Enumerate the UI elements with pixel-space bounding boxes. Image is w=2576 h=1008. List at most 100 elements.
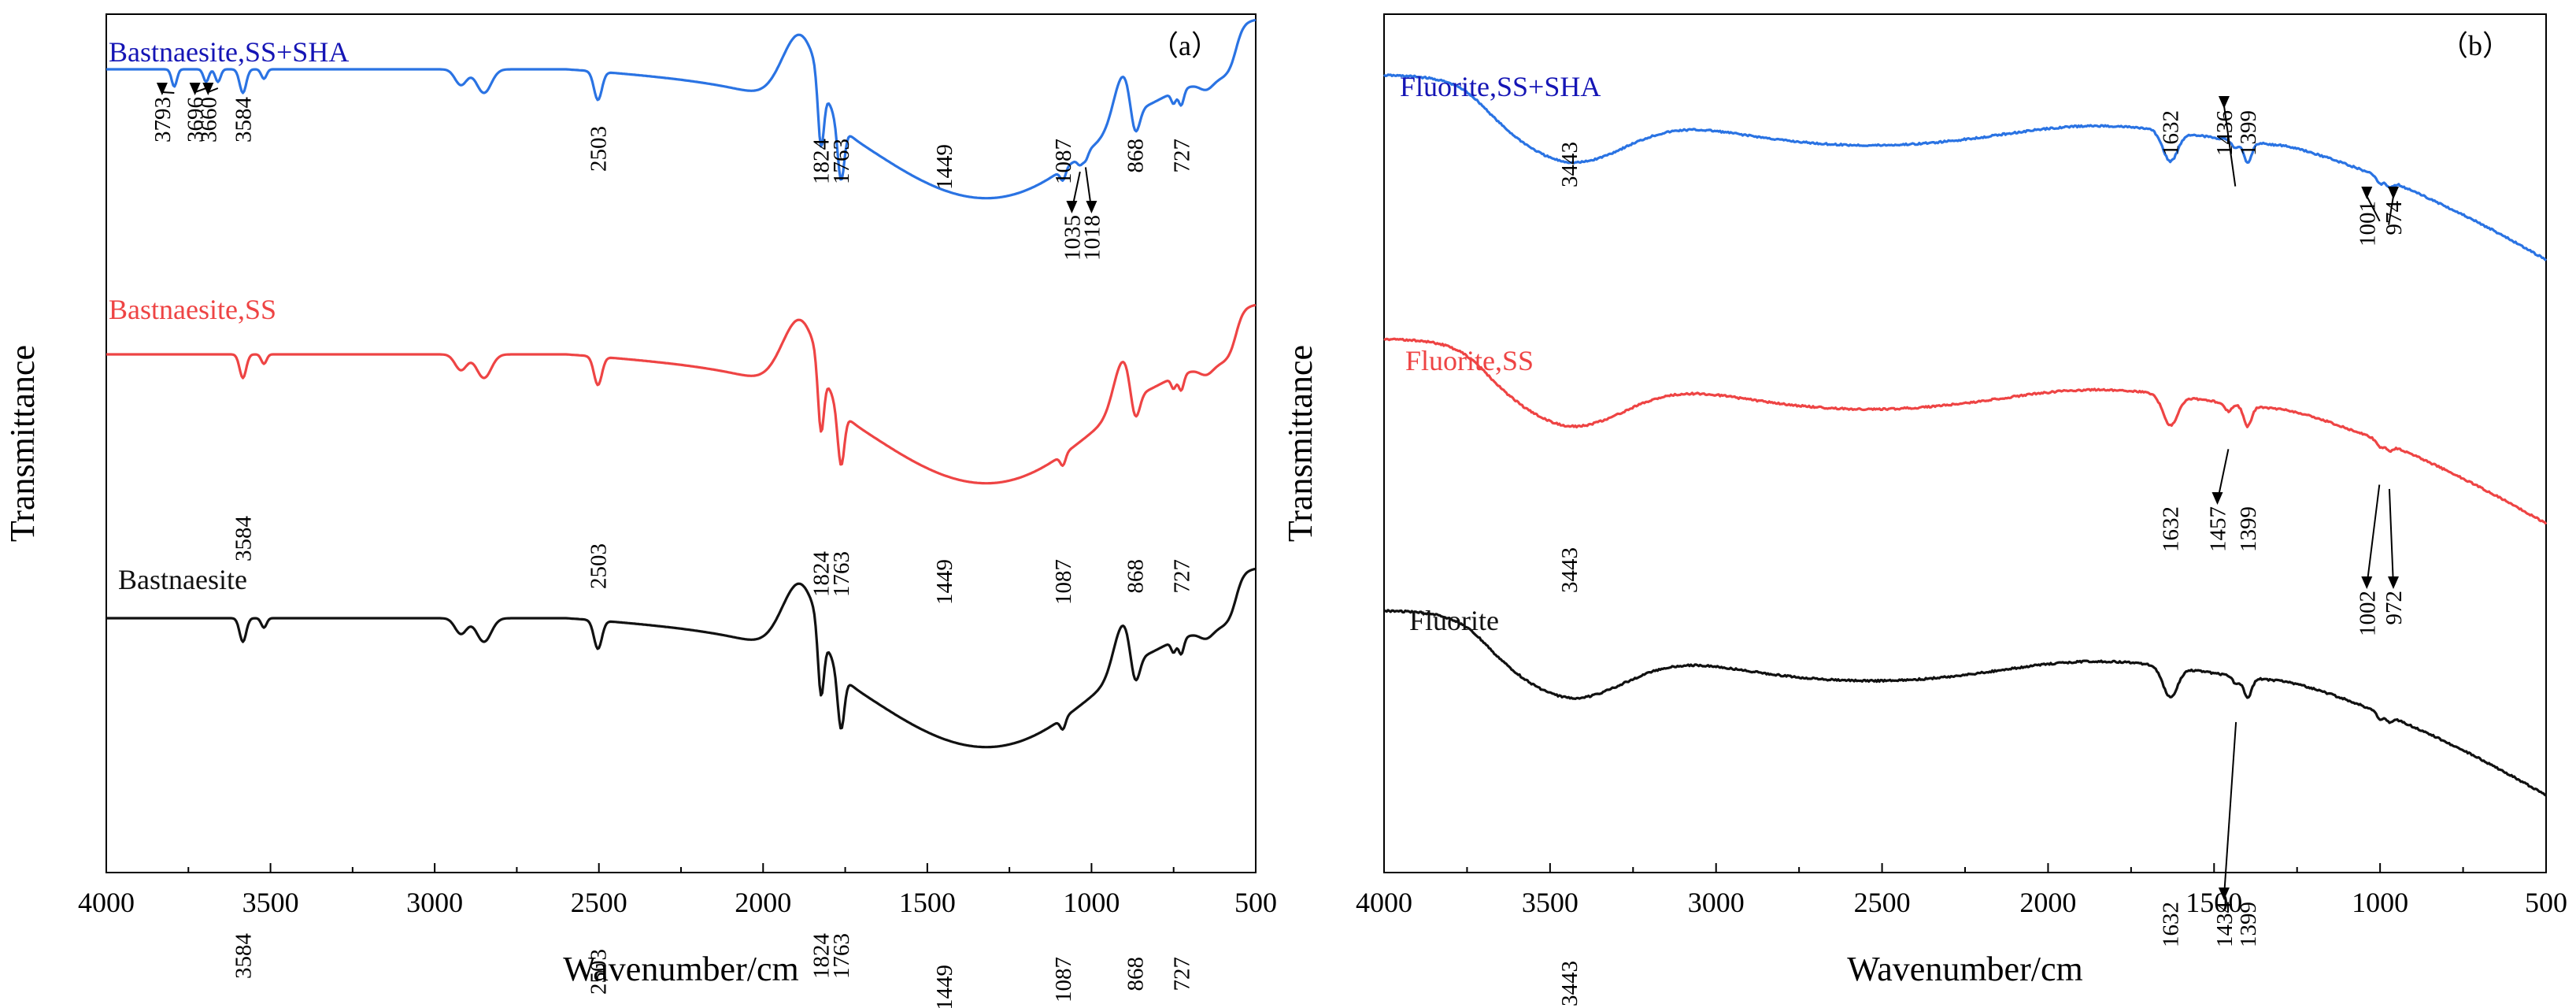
- peak-arrow-head: [1086, 201, 1097, 213]
- peak-arrow-head: [2361, 576, 2373, 589]
- peak-label: 1035: [1060, 215, 1085, 261]
- peak-label: 1449: [932, 965, 957, 1008]
- x-tick-label: 3500: [242, 887, 299, 918]
- x-tick-label: 3000: [1688, 887, 1745, 918]
- spectrum-line: [106, 18, 1257, 200]
- peak-label: 1763: [829, 139, 854, 184]
- peak-label: 3584: [231, 97, 257, 143]
- peak-label: 1632: [2159, 902, 2184, 947]
- peak-label: 1002: [2355, 591, 2380, 636]
- peak-label: 1632: [2159, 110, 2184, 156]
- x-tick-label: 4000: [1356, 887, 1412, 918]
- peak-label: 727: [1169, 139, 1194, 173]
- peak-arrow-head: [189, 83, 201, 95]
- peak-arrow-head: [202, 83, 214, 95]
- panel-label: （b）: [2440, 30, 2511, 61]
- spectrum-line: [1383, 609, 2547, 797]
- peak-label: 1087: [1051, 957, 1076, 1002]
- peak-arrow-head: [156, 83, 168, 95]
- peak-label: 3793: [150, 97, 176, 143]
- peak-arrow-head: [2388, 576, 2400, 589]
- peak-label: 1763: [829, 933, 854, 979]
- peak-label: 3443: [1557, 142, 1582, 187]
- x-tick-label: 3000: [406, 887, 463, 918]
- peak-label: 1434: [2212, 902, 2237, 948]
- x-tick-label: 3500: [1522, 887, 1579, 918]
- x-tick-label: 500: [1234, 887, 1277, 918]
- peak-label: 1399: [2236, 110, 2261, 156]
- x-tick-label: 2000: [735, 887, 791, 918]
- peak-label: 1632: [2159, 506, 2184, 552]
- peak-arrow-line: [2388, 195, 2394, 225]
- peak-label: 727: [1169, 559, 1194, 594]
- series-label: Bastnaesite,SS: [109, 294, 276, 325]
- peak-label: 868: [1123, 139, 1148, 173]
- panel-a: 4000 3500 3000 2500 2000 1500 1000 500 Wavenumbe…: [3, 13, 1277, 1008]
- peak-arrow-line: [2223, 721, 2237, 898]
- y-axis-label: Transmittance: [1281, 345, 1319, 542]
- peak-arrow-head: [2218, 888, 2230, 900]
- peak-label: 1399: [2236, 506, 2261, 552]
- peak-label: 3696: [183, 97, 209, 143]
- peak-arrow-line: [2366, 484, 2381, 587]
- peak-label: 1449: [932, 144, 957, 190]
- x-tick-label: 1000: [2352, 887, 2408, 918]
- peak-label: 1824: [809, 139, 835, 185]
- peak-label: 1449: [932, 559, 957, 605]
- x-tick-label: 1500: [899, 887, 956, 918]
- peak-arrow-line: [194, 87, 207, 93]
- peak-label: 2503: [586, 949, 611, 995]
- peak-label: 3584: [231, 516, 257, 562]
- peak-label: 2503: [586, 126, 611, 172]
- peak-label: 3660: [196, 97, 221, 143]
- peak-label: 3443: [1557, 961, 1582, 1006]
- peak-label: 1399: [2236, 902, 2261, 947]
- peak-label: 868: [1123, 559, 1148, 594]
- peak-label: 1436: [2212, 110, 2237, 156]
- x-tick-label: 500: [2525, 887, 2567, 918]
- x-axis-label: Wavenumber/cm: [563, 950, 798, 988]
- series-label: Bastnaesite,SS+SHA: [109, 36, 349, 68]
- peak-arrow-head: [2218, 96, 2230, 109]
- peak-arrow-head: [1066, 201, 1078, 213]
- peak-arrow-line: [2223, 105, 2237, 187]
- series-label: Fluorite,SS: [1405, 345, 1534, 376]
- peak-label: 972: [2382, 591, 2407, 625]
- series-label: Fluorite: [1409, 605, 1499, 636]
- series-label: Bastnaesite: [118, 564, 247, 595]
- peak-label: 1018: [1079, 215, 1105, 261]
- peak-label: 1824: [809, 551, 835, 598]
- x-tick-label: 1500: [2186, 887, 2242, 918]
- panel-b: 4000 3500 3000 2500 2000 1500 1000 500 Wavenumbe…: [1281, 13, 2567, 1006]
- peak-label: 1763: [829, 551, 854, 597]
- peak-arrow-line: [2388, 488, 2395, 587]
- x-tick-label: 1000: [1063, 887, 1120, 918]
- spectrum-line: [1382, 73, 2548, 261]
- peak-label: 2503: [586, 543, 611, 589]
- peak-label: 3584: [231, 933, 257, 980]
- peak-label: 868: [1123, 957, 1148, 991]
- plot-frame: [105, 13, 1257, 873]
- peak-label: 1001: [2355, 201, 2380, 246]
- x-axis-label: Wavenumber/cm: [1847, 950, 2082, 988]
- x-tick-label: 2500: [1854, 887, 1911, 918]
- spectrum-line: [106, 303, 1257, 485]
- x-tick-label: 2500: [571, 887, 627, 918]
- peak-label: 974: [2382, 201, 2407, 235]
- peak-arrow-head: [2361, 187, 2373, 199]
- spectrum-line: [106, 567, 1257, 749]
- peak-label: 727: [1169, 957, 1194, 991]
- x-tick-label: 4000: [78, 887, 135, 918]
- peak-arrow-head: [2388, 187, 2400, 199]
- y-axis-label: Transmittance: [3, 345, 42, 542]
- series-label: Fluorite,SS+SHA: [1400, 71, 1601, 102]
- peak-label: 1457: [2206, 506, 2231, 552]
- x-tick-label: 2000: [2019, 887, 2076, 918]
- peak-arrow-line: [2366, 195, 2381, 222]
- peak-label: 3443: [1557, 547, 1582, 593]
